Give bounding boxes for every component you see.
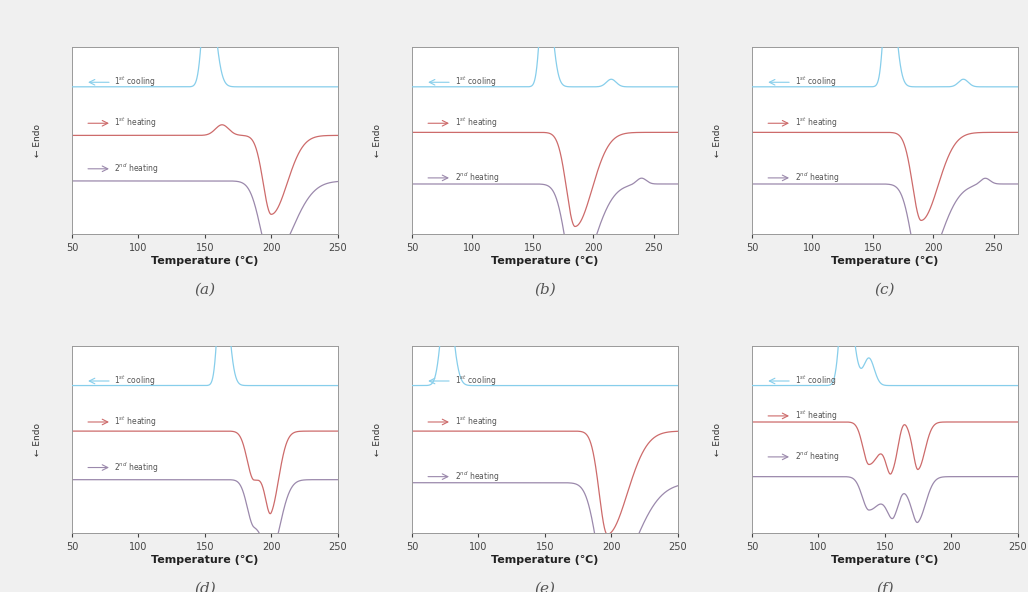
X-axis label: Temperature (℃): Temperature (℃)	[491, 256, 598, 266]
Text: ← Endo: ← Endo	[33, 124, 42, 157]
Text: ← Endo: ← Endo	[33, 423, 42, 456]
X-axis label: Temperature (℃): Temperature (℃)	[832, 555, 939, 565]
Text: ← Endo: ← Endo	[713, 423, 722, 456]
Text: (f): (f)	[876, 581, 893, 592]
Text: (a): (a)	[194, 283, 215, 297]
Text: 2$^{nd}$ heating: 2$^{nd}$ heating	[795, 170, 839, 185]
Text: 2$^{nd}$ heating: 2$^{nd}$ heating	[454, 469, 500, 484]
Text: 1$^{st}$ heating: 1$^{st}$ heating	[454, 415, 498, 429]
X-axis label: Temperature (℃): Temperature (℃)	[151, 256, 258, 266]
Text: 2$^{nd}$ heating: 2$^{nd}$ heating	[795, 450, 839, 464]
Text: 2$^{nd}$ heating: 2$^{nd}$ heating	[454, 170, 500, 185]
Text: 2$^{nd}$ heating: 2$^{nd}$ heating	[114, 461, 159, 475]
Text: ← Endo: ← Endo	[713, 124, 722, 157]
Text: 1$^{st}$ cooling: 1$^{st}$ cooling	[454, 374, 495, 388]
Text: 1$^{st}$ cooling: 1$^{st}$ cooling	[454, 75, 495, 89]
Text: 1$^{st}$ cooling: 1$^{st}$ cooling	[795, 374, 836, 388]
X-axis label: Temperature (℃): Temperature (℃)	[832, 256, 939, 266]
Text: 2$^{nd}$ heating: 2$^{nd}$ heating	[114, 162, 159, 176]
Text: 1$^{st}$ heating: 1$^{st}$ heating	[114, 116, 157, 130]
Text: 1$^{st}$ heating: 1$^{st}$ heating	[795, 116, 838, 130]
Text: (d): (d)	[194, 582, 216, 592]
Text: 1$^{st}$ cooling: 1$^{st}$ cooling	[795, 75, 836, 89]
Text: 1$^{st}$ cooling: 1$^{st}$ cooling	[114, 374, 155, 388]
Text: (e): (e)	[535, 582, 555, 592]
Text: 1$^{st}$ heating: 1$^{st}$ heating	[454, 116, 498, 130]
Text: 1$^{st}$ heating: 1$^{st}$ heating	[114, 415, 157, 429]
Text: 1$^{st}$ cooling: 1$^{st}$ cooling	[114, 75, 155, 89]
Text: (b): (b)	[534, 283, 556, 297]
Text: ← Endo: ← Endo	[373, 124, 382, 157]
Text: (c): (c)	[875, 283, 895, 297]
X-axis label: Temperature (℃): Temperature (℃)	[151, 555, 258, 565]
X-axis label: Temperature (℃): Temperature (℃)	[491, 555, 598, 565]
Text: ← Endo: ← Endo	[373, 423, 382, 456]
Text: 1$^{st}$ heating: 1$^{st}$ heating	[795, 408, 838, 423]
